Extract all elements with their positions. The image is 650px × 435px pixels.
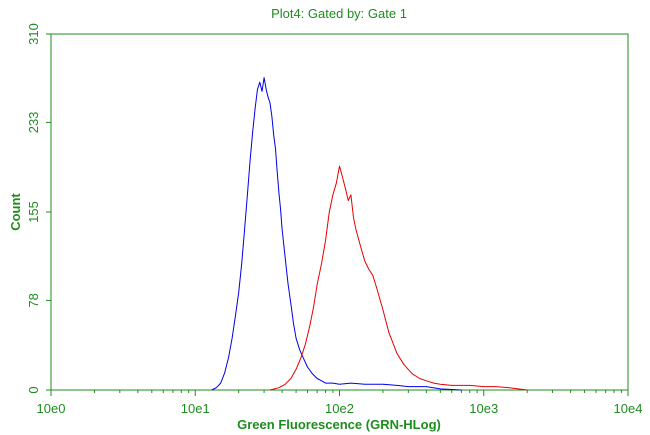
y-axis-ticks: 0 78 155 233 310 <box>26 23 51 394</box>
x-tick-label: 10e1 <box>181 401 210 416</box>
y-tick-label: 0 <box>26 386 41 393</box>
x-axis-label: Green Fluorescence (GRN-HLog) <box>237 417 441 432</box>
x-tick-label: 10e3 <box>469 401 498 416</box>
x-axis-ticks: 10e0 10e1 10e2 10e3 10e4 <box>37 390 643 416</box>
plot-frame <box>50 33 629 391</box>
histogram-series-1 <box>211 77 462 391</box>
chart-title: Plot4: Gated by: Gate 1 <box>271 6 407 21</box>
x-tick-label: 10e2 <box>325 401 354 416</box>
x-tick-label: 10e4 <box>614 401 643 416</box>
y-axis-label: Count <box>8 193 23 231</box>
series-group <box>211 77 528 391</box>
y-tick-label: 310 <box>26 23 41 45</box>
x-tick-label: 10e0 <box>37 401 66 416</box>
y-tick-label: 155 <box>26 201 41 223</box>
histogram-series-2 <box>269 165 528 391</box>
y-tick-label: 78 <box>26 293 41 307</box>
y-tick-label: 233 <box>26 112 41 134</box>
